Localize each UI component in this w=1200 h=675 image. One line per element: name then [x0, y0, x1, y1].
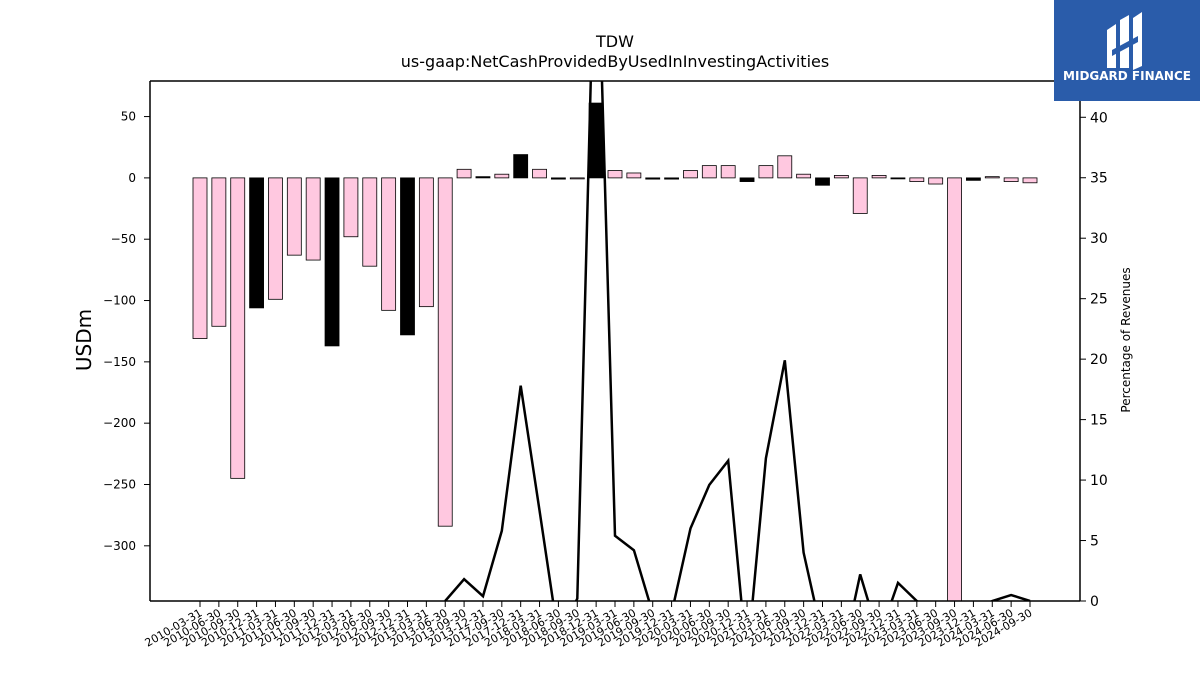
y-tick-label-right: 30 — [1090, 231, 1108, 247]
bar-2018-03-31 — [532, 168, 547, 179]
bar-2020-03-31 — [683, 170, 698, 179]
y-tick-label-left: −250 — [103, 477, 136, 491]
bar-2012-12-31 — [400, 177, 415, 336]
y-tick-label-left: 50 — [121, 110, 136, 124]
bar-2021-03-31 — [758, 165, 774, 179]
bar-2020-09-30 — [720, 165, 736, 179]
bar-2023-06-30 — [928, 177, 944, 185]
brand-logo: MIDGARD FINANCE — [1054, 0, 1200, 101]
bar-2018-06-30 — [551, 177, 566, 180]
y-tick-label-left: −150 — [103, 355, 136, 369]
bar-2019-03-31 — [607, 170, 623, 179]
logo-mark-icon — [1107, 12, 1142, 70]
bar-2010-12-31 — [249, 177, 264, 309]
bar-2011-12-31 — [324, 177, 340, 347]
y-tick-label-left: −200 — [103, 416, 136, 430]
y-tick-label-left: 0 — [128, 171, 136, 185]
y-tick-label-right: 10 — [1090, 473, 1108, 489]
bar-2013-12-31 — [475, 176, 491, 179]
y-tick-label-left: −300 — [103, 539, 136, 553]
bar-2012-06-30 — [362, 177, 378, 267]
bar-2021-06-30 — [777, 155, 793, 179]
bar-2018-12-31 — [588, 102, 604, 179]
chart-subtitle: us-gaap:NetCashProvidedByUsedInInvesting… — [400, 52, 830, 71]
bar-2013-03-31 — [418, 177, 434, 308]
bar-2010-09-30 — [230, 177, 246, 479]
bar-2011-09-30 — [305, 177, 321, 261]
logo-text: MIDGARD FINANCE — [1063, 69, 1191, 83]
bar-2013-06-30 — [437, 177, 453, 527]
bar-2024-06-30 — [1003, 177, 1019, 182]
bar-group — [192, 81, 1038, 601]
bar-2011-06-30 — [286, 177, 302, 256]
bar-2023-03-31 — [909, 177, 925, 182]
bar-2010-06-30 — [211, 177, 227, 327]
bar-2023-09-30 — [947, 177, 962, 601]
bar-2022-09-30 — [871, 175, 887, 179]
bar-2021-12-31 — [815, 177, 830, 186]
y-tick-label-right: 40 — [1090, 110, 1108, 126]
chart-title: TDW — [596, 32, 634, 51]
bar-2017-12-31 — [513, 154, 529, 179]
bar-2017-09-30 — [494, 173, 510, 179]
bar-2019-06-30 — [626, 172, 642, 179]
bar-2020-06-30 — [701, 165, 717, 179]
bar-2021-09-30 — [796, 173, 812, 179]
bar-2022-03-31 — [833, 175, 849, 179]
bar-2024-09-30 — [1022, 177, 1038, 184]
y-tick-label-right: 0 — [1090, 594, 1099, 610]
bar-2010-03-31 — [192, 177, 208, 339]
bar-2019-12-31 — [664, 177, 679, 180]
y-tick-label-right: 15 — [1090, 413, 1108, 429]
bar-2020-12-31 — [739, 177, 755, 182]
bar-2022-12-31 — [890, 177, 906, 180]
bar-2013-09-30 — [456, 168, 472, 179]
percentage-line — [444, 81, 1031, 601]
bar-2018-09-30 — [569, 177, 585, 180]
bar-2024-03-31 — [984, 176, 1000, 179]
bar-2012-03-31 — [343, 177, 359, 238]
y-tick-label-right: 25 — [1090, 292, 1108, 308]
y-tick-label-right: 20 — [1090, 352, 1108, 368]
bar-2011-03-31 — [268, 177, 283, 300]
y-tick-label-right: 35 — [1090, 171, 1108, 187]
bar-2022-06-30 — [852, 177, 868, 214]
bar-2012-09-30 — [381, 177, 397, 311]
y-tick-label-right: 5 — [1090, 534, 1099, 550]
y-tick-label-left: −100 — [103, 294, 136, 308]
bar-2019-09-30 — [645, 177, 661, 180]
y-tick-label-left: −50 — [111, 232, 136, 246]
bar-2023-12-31 — [966, 177, 981, 181]
